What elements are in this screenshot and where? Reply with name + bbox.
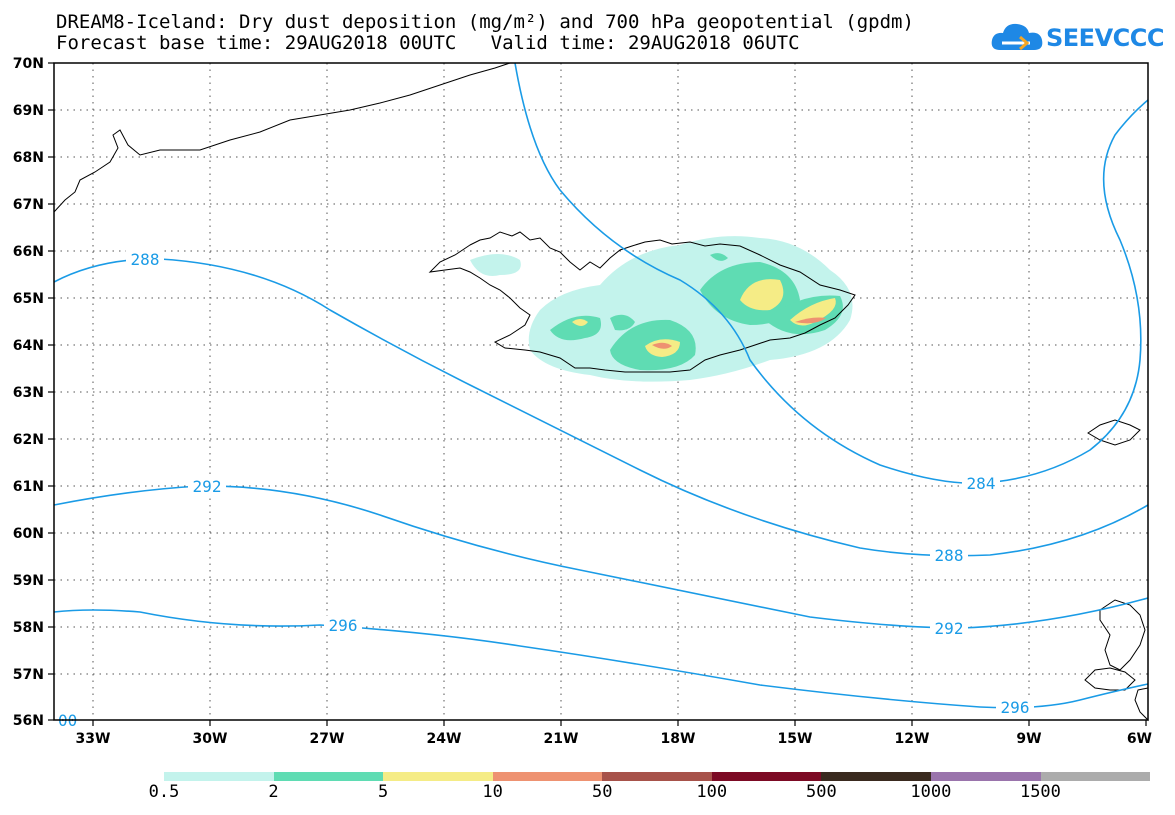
lat-label: 68N [13, 150, 44, 166]
lon-label: 30W [193, 731, 228, 747]
contour-label-296-a: 296 [329, 616, 358, 635]
colorbar-label: 0.5 [148, 782, 180, 802]
seevccc-logo: SEEVCCC [990, 18, 1165, 58]
colorbar-swatch [711, 772, 822, 781]
colorbar-label: 10 [482, 782, 503, 802]
lat-label: 64N [13, 338, 44, 354]
lat-label: 67N [13, 197, 44, 213]
lon-label: 33W [76, 731, 111, 747]
colorbar-label: 1000 [910, 782, 952, 802]
lon-label: 6W [1127, 731, 1152, 747]
geopotential-contours [53, 62, 1149, 709]
contour-label-292-a: 292 [193, 477, 222, 496]
lat-label: 57N [13, 667, 44, 683]
contour-label-292-b: 292 [935, 619, 964, 638]
coastlines [53, 62, 1149, 722]
map-title-line1: DREAM8-Iceland: Dry dust deposition (mg/… [56, 11, 914, 33]
contour-label-288-b: 288 [935, 546, 964, 565]
lon-label: 21W [544, 731, 579, 747]
colorbar-label: 1500 [1019, 782, 1061, 802]
colorbar-label: 50 [591, 782, 613, 802]
colorbar-swatch [602, 772, 712, 781]
lon-label: 24W [427, 731, 462, 747]
lon-label: 9W [1016, 731, 1041, 747]
colorbar-swatch [821, 772, 931, 781]
contour-284 [514, 62, 1149, 484]
contour-label-296-b: 296 [1001, 698, 1030, 717]
colorbar-swatch [492, 772, 603, 781]
colorbar [164, 772, 1151, 781]
logo-text: SEEVCCC [1046, 24, 1165, 52]
colorbar-label: 2 [268, 782, 279, 802]
lat-label: 62N [13, 432, 44, 448]
colorbar-label: 100 [696, 782, 728, 802]
lat-label: 65N [13, 291, 44, 307]
dust-deposition-field [470, 236, 853, 382]
colorbar-swatch [383, 772, 493, 781]
axis-ticks [48, 62, 1147, 726]
colorbar-label: 500 [805, 782, 837, 802]
colorbar-swatch [930, 772, 1041, 781]
colorbar-swatch [1040, 772, 1151, 781]
lat-label: 61N [13, 479, 44, 495]
contour-labels: 288 288 284 292 292 296 296 00 [58, 250, 1034, 730]
longitude-labels: 33W 30W 27W 24W 21W 18W 15W 12W 9W 6W [76, 731, 1152, 747]
grid-lines [54, 63, 1148, 720]
lon-label: 15W [778, 731, 813, 747]
lat-label: 56N [13, 713, 44, 729]
colorbar-swatch [273, 772, 384, 781]
lon-label: 27W [310, 731, 345, 747]
lat-label: 59N [13, 573, 44, 589]
contour-288 [53, 258, 1149, 557]
lat-label: 63N [13, 385, 44, 401]
colorbar-swatch [164, 772, 274, 781]
lat-label: 70N [13, 56, 44, 72]
contour-292 [53, 485, 1149, 629]
lon-label: 12W [895, 731, 930, 747]
latitude-labels: 70N 69N 68N 67N 66N 65N 64N 63N 62N 61N … [13, 56, 44, 729]
contour-label-288-a: 288 [131, 250, 160, 269]
lat-label: 66N [13, 244, 44, 260]
contour-label-284: 284 [967, 474, 996, 493]
colorbar-label: 5 [377, 782, 389, 802]
map-title-line2: Forecast base time: 29AUG2018 00UTC Vali… [56, 32, 800, 54]
lat-label: 60N [13, 526, 44, 542]
map-panel: 288 288 284 292 292 296 296 00 70N 69N [13, 56, 1152, 747]
lon-label: 18W [661, 731, 696, 747]
cloud-icon [991, 23, 1043, 51]
lat-label: 69N [13, 103, 44, 119]
lat-label: 58N [13, 620, 44, 636]
contour-296 [53, 609, 1149, 709]
